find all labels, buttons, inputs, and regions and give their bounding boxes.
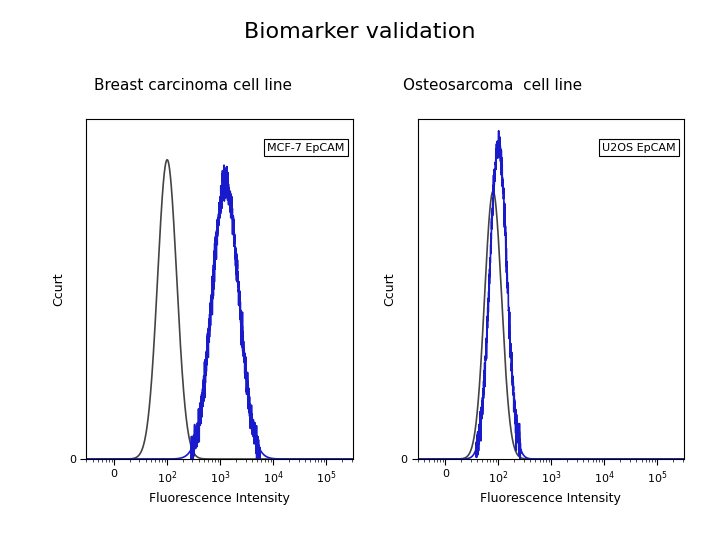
X-axis label: Fluorescence Intensity: Fluorescence Intensity — [480, 491, 621, 504]
Y-axis label: Ccurt: Ccurt — [383, 272, 396, 306]
Text: MCF-7 EpCAM: MCF-7 EpCAM — [267, 143, 345, 153]
X-axis label: Fluorescence Intensity: Fluorescence Intensity — [149, 491, 290, 504]
Y-axis label: Ccurt: Ccurt — [52, 272, 65, 306]
Text: U2OS EpCAM: U2OS EpCAM — [603, 143, 676, 153]
Text: Biomarker validation: Biomarker validation — [244, 22, 476, 42]
Text: Osteosarcoma  cell line: Osteosarcoma cell line — [403, 78, 582, 93]
Text: Breast carcinoma cell line: Breast carcinoma cell line — [94, 78, 292, 93]
